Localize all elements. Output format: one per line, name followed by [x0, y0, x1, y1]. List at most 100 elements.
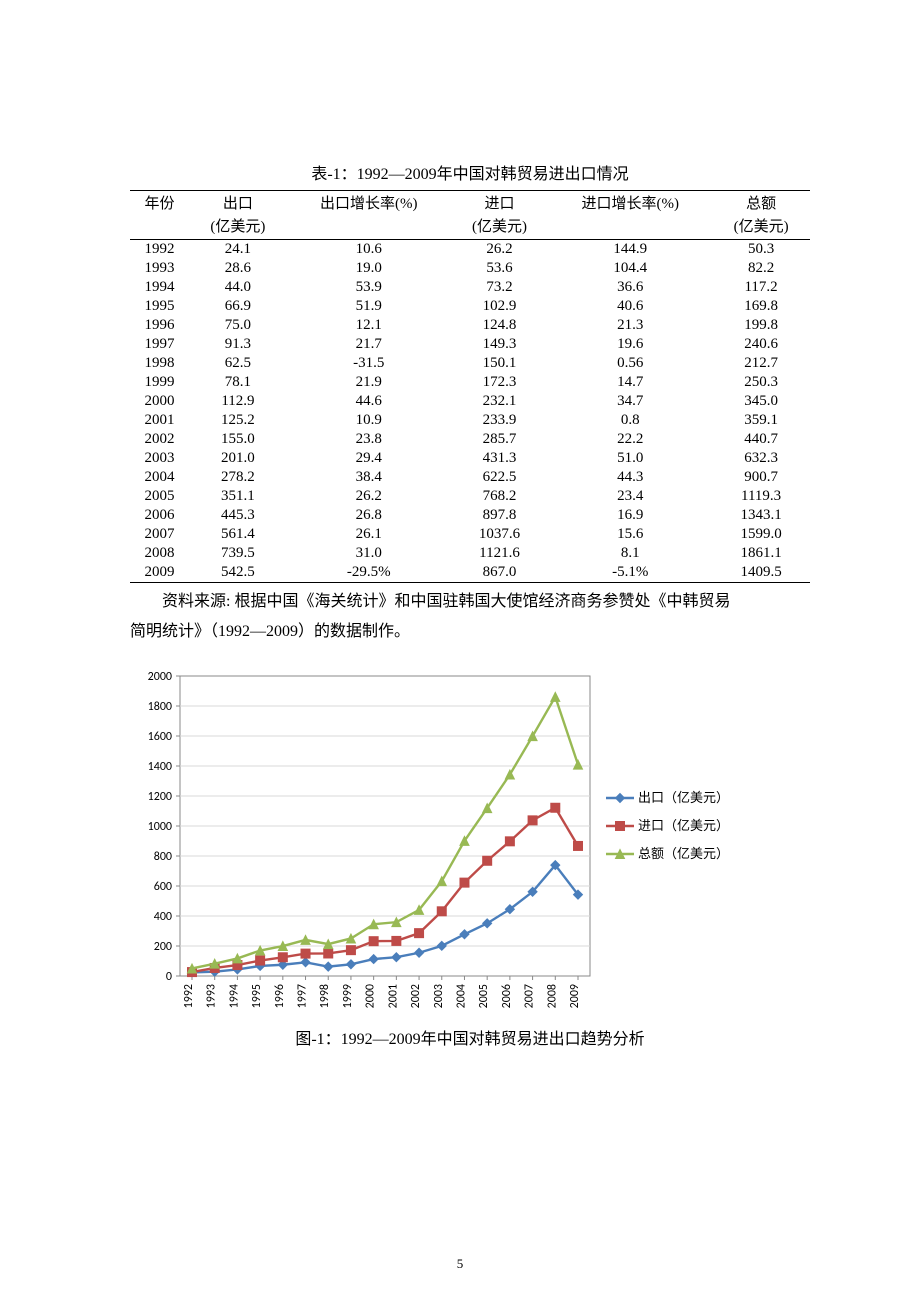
table-row: 2008739.531.01121.68.11861.1: [130, 544, 810, 563]
legend-label: 进口（亿美元）: [638, 818, 729, 833]
cell: 36.6: [548, 278, 712, 297]
cell: 73.2: [451, 278, 549, 297]
svg-text:1600: 1600: [148, 730, 172, 744]
cell: 622.5: [451, 468, 549, 487]
table-header: 年份出口出口增长率(%)进口进口增长率(%)总额 (亿美元)(亿美元)(亿美元): [130, 191, 810, 240]
cell: 44.3: [548, 468, 712, 487]
cell: 0.56: [548, 354, 712, 373]
cell: 199.8: [712, 316, 810, 335]
cell: 2005: [130, 487, 189, 506]
svg-text:2000: 2000: [148, 670, 172, 684]
col-subheader: (亿美元): [712, 214, 810, 240]
cell: 144.9: [548, 240, 712, 260]
cell: -5.1%: [548, 563, 712, 583]
svg-text:1999: 1999: [341, 984, 355, 1008]
cell: 431.3: [451, 449, 549, 468]
cell: 10.6: [287, 240, 451, 260]
svg-text:400: 400: [154, 910, 172, 924]
cell: 285.7: [451, 430, 549, 449]
col-header: 总额: [712, 191, 810, 215]
table-row: 2000112.944.6232.134.7345.0: [130, 392, 810, 411]
table-row: 2007561.426.11037.615.61599.0: [130, 525, 810, 544]
col-subheader: [548, 214, 712, 240]
cell: 240.6: [712, 335, 810, 354]
svg-text:2002: 2002: [409, 984, 423, 1008]
cell: -29.5%: [287, 563, 451, 583]
cell: 66.9: [189, 297, 287, 316]
cell: 250.3: [712, 373, 810, 392]
table-row: 199444.053.973.236.6117.2: [130, 278, 810, 297]
cell: 2004: [130, 468, 189, 487]
cell: 40.6: [548, 297, 712, 316]
svg-text:1996: 1996: [273, 984, 287, 1008]
svg-text:2003: 2003: [432, 984, 446, 1008]
svg-text:2007: 2007: [523, 984, 537, 1008]
cell: 19.6: [548, 335, 712, 354]
table-row: 2009542.5-29.5%867.0-5.1%1409.5: [130, 563, 810, 583]
cell: 15.6: [548, 525, 712, 544]
cell: 345.0: [712, 392, 810, 411]
cell: 897.8: [451, 506, 549, 525]
cell: 2000: [130, 392, 189, 411]
table-body: 199224.110.626.2144.950.3199328.619.053.…: [130, 240, 810, 583]
cell: 26.1: [287, 525, 451, 544]
cell: 1992: [130, 240, 189, 260]
cell: 62.5: [189, 354, 287, 373]
svg-text:1995: 1995: [250, 984, 264, 1008]
cell: 10.9: [287, 411, 451, 430]
cell: 2007: [130, 525, 189, 544]
svg-text:2006: 2006: [500, 984, 514, 1008]
cell: 53.9: [287, 278, 451, 297]
cell: 440.7: [712, 430, 810, 449]
line-chart: 0200400600800100012001400160018002000199…: [140, 662, 810, 1017]
cell: 201.0: [189, 449, 287, 468]
col-subheader: [130, 214, 189, 240]
table-row: 2004278.238.4622.544.3900.7: [130, 468, 810, 487]
table-row: 2001125.210.9233.90.8359.1: [130, 411, 810, 430]
cell: 53.6: [451, 259, 549, 278]
svg-text:200: 200: [154, 940, 172, 954]
cell: 150.1: [451, 354, 549, 373]
cell: 1999: [130, 373, 189, 392]
cell: 38.4: [287, 468, 451, 487]
cell: 117.2: [712, 278, 810, 297]
source-line-2: 简明统计》（1992—2009）的数据制作。: [130, 617, 810, 647]
svg-text:1400: 1400: [148, 760, 172, 774]
cell: 26.2: [451, 240, 549, 260]
svg-text:2000: 2000: [364, 984, 378, 1008]
cell: 278.2: [189, 468, 287, 487]
cell: 22.2: [548, 430, 712, 449]
cell: 26.8: [287, 506, 451, 525]
table-row: 199566.951.9102.940.6169.8: [130, 297, 810, 316]
cell: 1996: [130, 316, 189, 335]
cell: 0.8: [548, 411, 712, 430]
cell: 44.6: [287, 392, 451, 411]
legend-label: 总额（亿美元）: [638, 846, 729, 861]
svg-text:800: 800: [154, 850, 172, 864]
cell: 739.5: [189, 544, 287, 563]
cell: 233.9: [451, 411, 549, 430]
cell: 561.4: [189, 525, 287, 544]
cell: 2001: [130, 411, 189, 430]
table-row: 199791.321.7149.319.6240.6: [130, 335, 810, 354]
svg-text:1998: 1998: [318, 984, 332, 1008]
svg-text:600: 600: [154, 880, 172, 894]
cell: 155.0: [189, 430, 287, 449]
cell: 51.9: [287, 297, 451, 316]
cell: 16.9: [548, 506, 712, 525]
cell: 445.3: [189, 506, 287, 525]
col-subheader: (亿美元): [189, 214, 287, 240]
cell: 632.3: [712, 449, 810, 468]
cell: 14.7: [548, 373, 712, 392]
cell: 51.0: [548, 449, 712, 468]
cell: 169.8: [712, 297, 810, 316]
cell: 28.6: [189, 259, 287, 278]
table-row: 2005351.126.2768.223.41119.3: [130, 487, 810, 506]
cell: 2009: [130, 563, 189, 583]
col-subheader: [287, 214, 451, 240]
table-row: 199675.012.1124.821.3199.8: [130, 316, 810, 335]
cell: 1861.1: [712, 544, 810, 563]
trade-table: 年份出口出口增长率(%)进口进口增长率(%)总额 (亿美元)(亿美元)(亿美元)…: [130, 190, 810, 583]
cell: 124.8: [451, 316, 549, 335]
cell: 102.9: [451, 297, 549, 316]
